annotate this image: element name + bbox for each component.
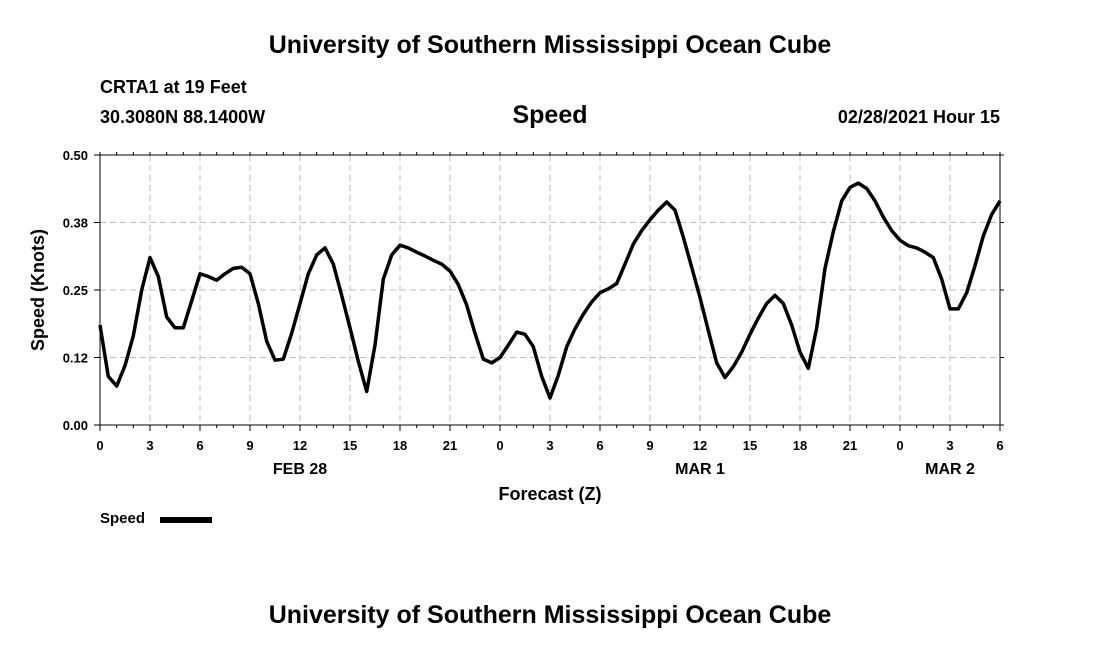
top-title: University of Southern Mississippi Ocean…: [268, 31, 832, 59]
x-date-label: FEB 28: [273, 461, 327, 478]
y-tick-label: 0.25: [63, 283, 88, 298]
series-line-speed: [98, 181, 1002, 400]
x-tick-label: 21: [443, 438, 457, 453]
x-tick-label: 18: [793, 438, 807, 453]
x-axis-title: Forecast (Z): [498, 484, 601, 504]
y-tick-label: 0.00: [63, 418, 88, 433]
station-label: CRTA1 at 19 Feet: [100, 77, 247, 97]
x-tick-label: 0: [896, 438, 903, 453]
datetime-label: 02/28/2021 Hour 15: [837, 107, 1000, 127]
x-tick-label: 15: [343, 438, 357, 453]
x-tick-label: 12: [293, 438, 307, 453]
legend-label: Speed: [100, 510, 146, 527]
bottom-title: University of Southern Mississippi Ocean…: [268, 601, 832, 629]
chart-title: Speed: [512, 101, 588, 129]
legend-swatch: [160, 517, 212, 523]
x-tick-label: 6: [596, 438, 603, 453]
x-tick-label: 6: [996, 438, 1003, 453]
x-tick-label: 6: [196, 438, 203, 453]
x-tick-label: 0: [496, 438, 503, 453]
y-tick-label: 0.12: [63, 351, 88, 366]
x-tick-label: 18: [393, 438, 407, 453]
y-tick-label: 0.50: [63, 148, 88, 163]
x-date-label: MAR 2: [925, 461, 975, 478]
coordinates-label: 30.3080N 88.1400W: [100, 107, 266, 127]
x-date-label: MAR 1: [675, 461, 725, 478]
y-axis-title: Speed (Knots): [28, 229, 48, 351]
x-tick-label: 0: [96, 438, 103, 453]
y-tick-label: 0.38: [63, 216, 88, 231]
x-tick-label: 15: [743, 438, 757, 453]
x-tick-label: 9: [246, 438, 253, 453]
x-tick-label: 3: [546, 438, 553, 453]
x-tick-label: 3: [946, 438, 953, 453]
x-tick-label: 9: [646, 438, 653, 453]
x-tick-label: 21: [843, 438, 857, 453]
x-tick-label: 3: [146, 438, 153, 453]
x-tick-label: 12: [693, 438, 707, 453]
